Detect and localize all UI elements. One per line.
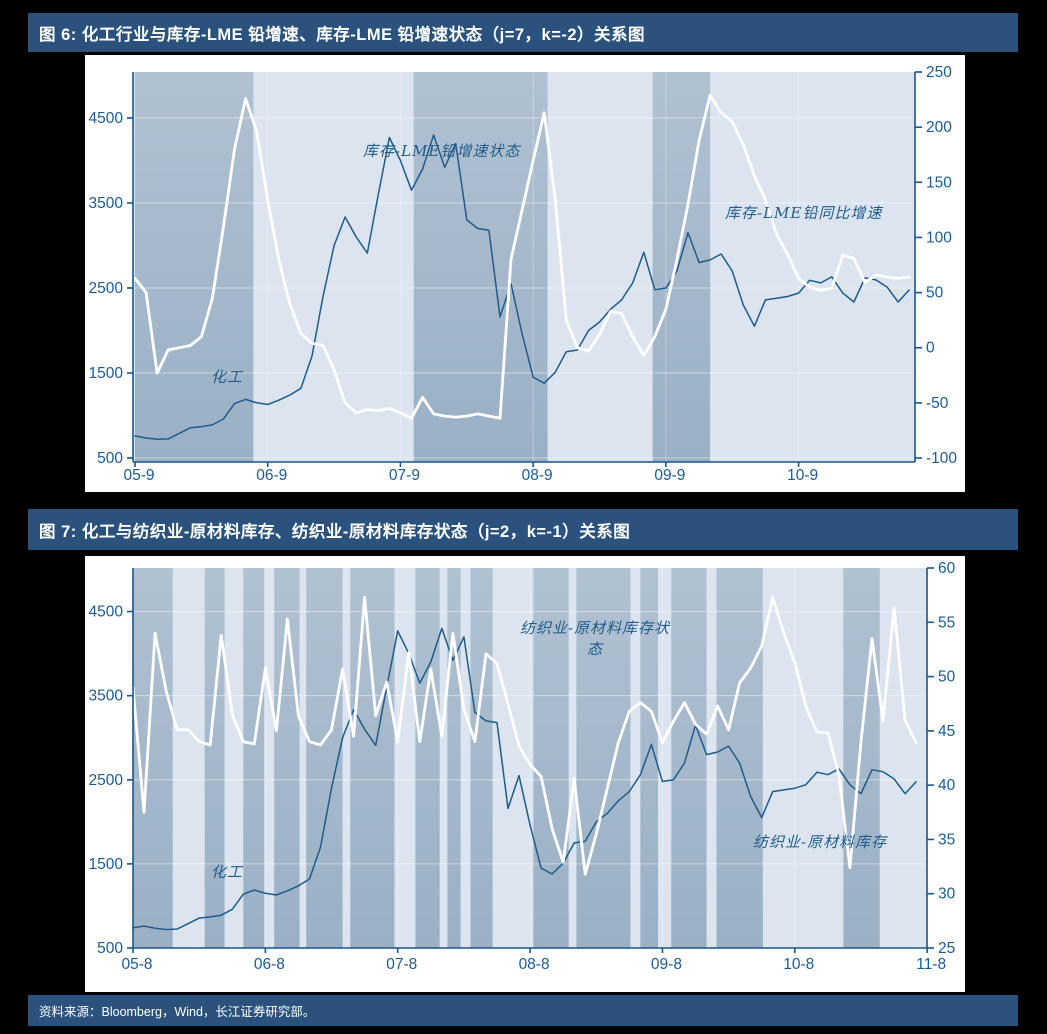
svg-text:40: 40 bbox=[938, 777, 956, 794]
svg-text:4500: 4500 bbox=[89, 110, 124, 127]
svg-text:06-8: 06-8 bbox=[254, 956, 285, 973]
svg-text:55: 55 bbox=[938, 614, 955, 631]
svg-text:05-8: 05-8 bbox=[121, 956, 152, 973]
svg-text:50: 50 bbox=[938, 669, 956, 686]
figure7-title-bar: 图 7: 化工与纺织业-原材料库存、纺织业-原材料库存状态（j=2，k=-1）关… bbox=[28, 509, 1018, 550]
svg-text:1500: 1500 bbox=[89, 856, 124, 873]
source-text: 资料来源：Bloomberg，Wind，长江证券研究部。 bbox=[39, 1005, 316, 1019]
svg-text:10-8: 10-8 bbox=[783, 956, 814, 973]
svg-text:500: 500 bbox=[97, 940, 123, 957]
svg-text:30: 30 bbox=[938, 886, 956, 903]
figure7-state-series-label: 纺织业-原材料库存状 态 bbox=[519, 619, 671, 658]
svg-text:150: 150 bbox=[926, 174, 952, 191]
figure7-title: 图 7: 化工与纺织业-原材料库存、纺织业-原材料库存状态（j=2，k=-1）关… bbox=[39, 522, 631, 541]
figure6-title-bar: 图 6: 化工行业与库存-LME 铅增速、库存-LME 铅增速状态（j=7，k=… bbox=[28, 13, 1018, 52]
svg-text:07-9: 07-9 bbox=[389, 467, 420, 484]
figure6-chart-panel: 500 1500 2500 3500 4500 250 200 150 100 50 0 -50 -10… bbox=[85, 55, 965, 492]
svg-text:09-9: 09-9 bbox=[654, 467, 685, 484]
svg-text:08-8: 08-8 bbox=[519, 956, 550, 973]
svg-text:-100: -100 bbox=[926, 450, 957, 467]
svg-text:4500: 4500 bbox=[89, 604, 124, 621]
figure6-title: 图 6: 化工行业与库存-LME 铅增速、库存-LME 铅增速状态（j=7，k=… bbox=[39, 25, 646, 44]
figure7-left-series-label: 化工 bbox=[211, 863, 244, 881]
svg-text:250: 250 bbox=[926, 64, 952, 81]
figure6-left-series-label: 化工 bbox=[211, 368, 244, 386]
svg-text:3500: 3500 bbox=[89, 688, 124, 705]
svg-text:25: 25 bbox=[938, 940, 955, 957]
svg-text:0: 0 bbox=[926, 340, 935, 357]
figure6-line-chart: 5001500250035004500250200150100500-50-10… bbox=[89, 64, 958, 484]
svg-text:1500: 1500 bbox=[89, 365, 124, 382]
svg-text:500: 500 bbox=[97, 450, 123, 467]
svg-text:05-9: 05-9 bbox=[123, 467, 154, 484]
svg-text:35: 35 bbox=[938, 831, 955, 848]
svg-text:09-8: 09-8 bbox=[651, 956, 682, 973]
source-bar: 资料来源：Bloomberg，Wind，长江证券研究部。 bbox=[28, 995, 1018, 1026]
figure7-right-series-label: 纺织业-原材料库存 bbox=[753, 833, 888, 851]
svg-text:200: 200 bbox=[926, 119, 952, 136]
svg-text:08-9: 08-9 bbox=[522, 467, 553, 484]
svg-text:06-9: 06-9 bbox=[256, 467, 287, 484]
svg-text:10-9: 10-9 bbox=[787, 467, 818, 484]
svg-text:2500: 2500 bbox=[89, 280, 124, 297]
svg-text:07-8: 07-8 bbox=[386, 956, 417, 973]
svg-text:60: 60 bbox=[938, 560, 956, 577]
svg-text:100: 100 bbox=[926, 229, 952, 246]
svg-text:-50: -50 bbox=[926, 395, 949, 412]
svg-text:2500: 2500 bbox=[89, 772, 124, 789]
figure7-line-chart: 500 1500 2500 3500 4500 60 55 50 45 40 35 30 25 05-8 0… bbox=[89, 560, 956, 973]
figure7-chart-panel: 500 1500 2500 3500 4500 60 55 50 45 40 35 30 25 05-8 0… bbox=[85, 556, 965, 992]
svg-text:11-8: 11-8 bbox=[916, 956, 946, 973]
figure6-right-series-label: 库存-LME铅同比增速 bbox=[725, 204, 883, 222]
svg-text:3500: 3500 bbox=[89, 195, 124, 212]
figure6-state-series-label: 库存-LME铅增速状态 bbox=[363, 142, 521, 160]
svg-text:45: 45 bbox=[938, 723, 955, 740]
svg-text:50: 50 bbox=[926, 285, 944, 302]
